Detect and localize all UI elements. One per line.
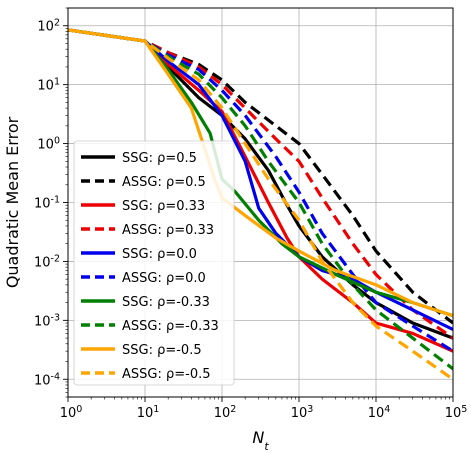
legend-label: ASSG: ρ=-0.5 <box>122 367 211 382</box>
tick-exponent: 2 <box>54 17 60 28</box>
x-tick-label: 103 <box>291 404 314 422</box>
series-line-3 <box>68 28 453 340</box>
series-line-6 <box>68 28 453 318</box>
tick-base: 10 <box>34 314 51 329</box>
tick-exponent: 4 <box>384 404 390 415</box>
tick-exponent: 1 <box>54 76 60 87</box>
tick-base: 10 <box>368 406 385 421</box>
legend-label: SSG: ρ=-0.33 <box>122 295 210 310</box>
x-axis-label: Nt <box>252 428 269 453</box>
series-line-9 <box>68 28 453 381</box>
legend-label: SSG: ρ=0.5 <box>122 151 197 166</box>
tick-exponent: 1 <box>153 404 159 415</box>
x-label-subscript: t <box>264 440 269 453</box>
y-tick-label: 101 <box>37 76 60 94</box>
legend-label: SSG: ρ=0.33 <box>122 199 205 214</box>
x-tick-label: 101 <box>137 404 160 422</box>
y-tick-label: 100 <box>37 135 60 153</box>
tick-base: 10 <box>34 197 51 212</box>
x-tick-label: 102 <box>214 404 237 422</box>
y-tick-label: 10-1 <box>34 194 60 212</box>
y-tick-label: 10-4 <box>34 371 60 389</box>
legend-label: ASSG: ρ=0.0 <box>122 271 206 286</box>
y-tick-label: 10-3 <box>34 312 60 330</box>
x-tick-label: 104 <box>368 404 391 422</box>
legend-label: ASSG: ρ=0.5 <box>122 175 206 190</box>
legend-label: ASSG: ρ=-0.33 <box>122 319 219 334</box>
tick-exponent: -4 <box>51 371 60 382</box>
x-label-main: N <box>252 428 264 447</box>
x-tick-label: 100 <box>60 404 83 422</box>
legend-label: SSG: ρ=-0.5 <box>122 343 202 358</box>
tick-base: 10 <box>445 406 462 421</box>
tick-exponent: 3 <box>307 404 313 415</box>
tick-base: 10 <box>37 138 54 153</box>
tick-exponent: -1 <box>51 194 60 205</box>
tick-exponent: -2 <box>51 253 60 264</box>
tick-base: 10 <box>291 406 308 421</box>
y-tick-label: 10-2 <box>34 253 60 271</box>
tick-base: 10 <box>37 79 54 94</box>
tick-base: 10 <box>37 20 54 35</box>
legend-label: ASSG: ρ=0.33 <box>122 223 214 238</box>
tick-exponent: 2 <box>230 404 236 415</box>
tick-exponent: -3 <box>51 312 60 323</box>
tick-base: 10 <box>60 406 77 421</box>
tick-base: 10 <box>34 255 51 270</box>
x-axis: 100 101 102 103 104 105 <box>60 397 468 422</box>
x-tick-label: 105 <box>445 404 468 422</box>
tick-exponent: 0 <box>76 404 82 415</box>
legend-label: SSG: ρ=0.0 <box>122 247 197 262</box>
tick-base: 10 <box>137 406 154 421</box>
legend: SSG: ρ=0.5 ASSG: ρ=0.5 SSG: ρ=0.33 ASSG: ρ=… <box>73 140 235 386</box>
tick-exponent: 5 <box>461 404 467 415</box>
tick-base: 10 <box>34 373 51 388</box>
series-lines <box>68 28 453 381</box>
y-axis-label: Quadratic Mean Error <box>3 116 22 288</box>
tick-base: 10 <box>214 406 231 421</box>
series-line-2 <box>68 28 453 353</box>
y-tick-label: 102 <box>37 17 60 35</box>
tick-exponent: 0 <box>54 135 60 146</box>
